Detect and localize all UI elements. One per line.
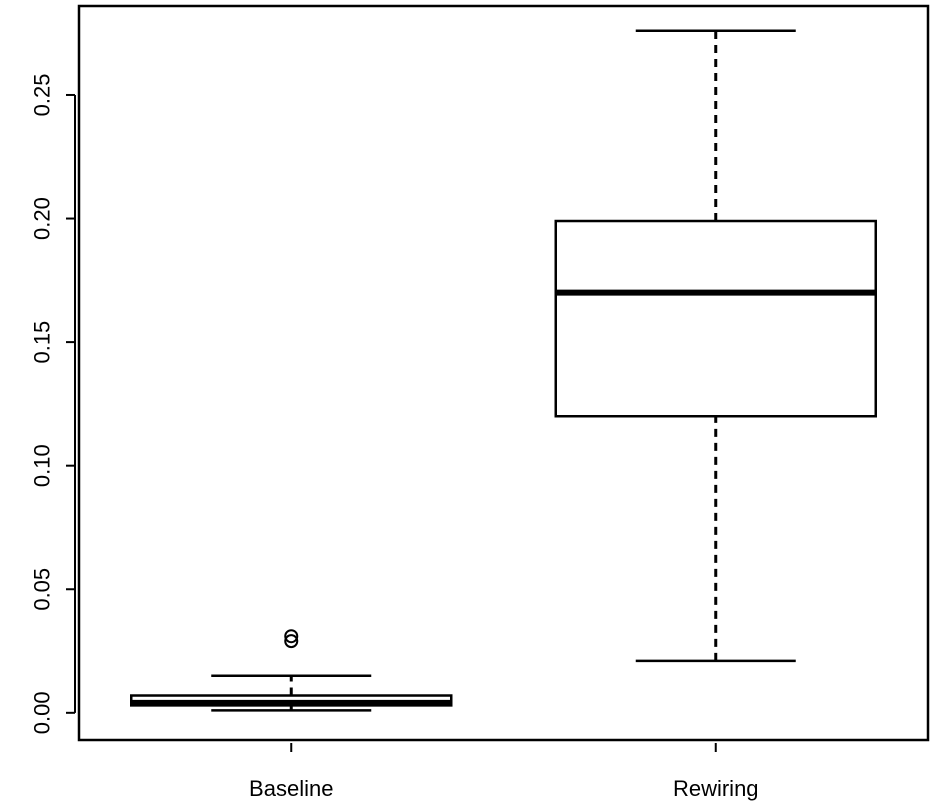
y-tick-label: 0.15 [30,321,55,364]
box-baseline [130,629,453,712]
iqr-box [554,219,877,418]
outlier-point [284,629,299,644]
box-series [130,29,877,712]
x-axis: Baseline Rewiring [249,743,759,801]
box-rewiring [554,29,877,663]
y-axis: 0.00 0.05 0.10 0.15 0.20 0.25 [30,74,76,734]
x-tick-label: Baseline [249,776,333,801]
plot-frame [77,4,930,742]
y-tick-label: 0.00 [30,691,55,734]
x-tick-label: Rewiring [673,776,759,801]
outlier-point [284,634,299,649]
y-tick-label: 0.20 [30,197,55,240]
y-tick-label: 0.05 [30,568,55,611]
y-tick-label: 0.10 [30,444,55,487]
y-tick-label: 0.25 [30,74,55,117]
